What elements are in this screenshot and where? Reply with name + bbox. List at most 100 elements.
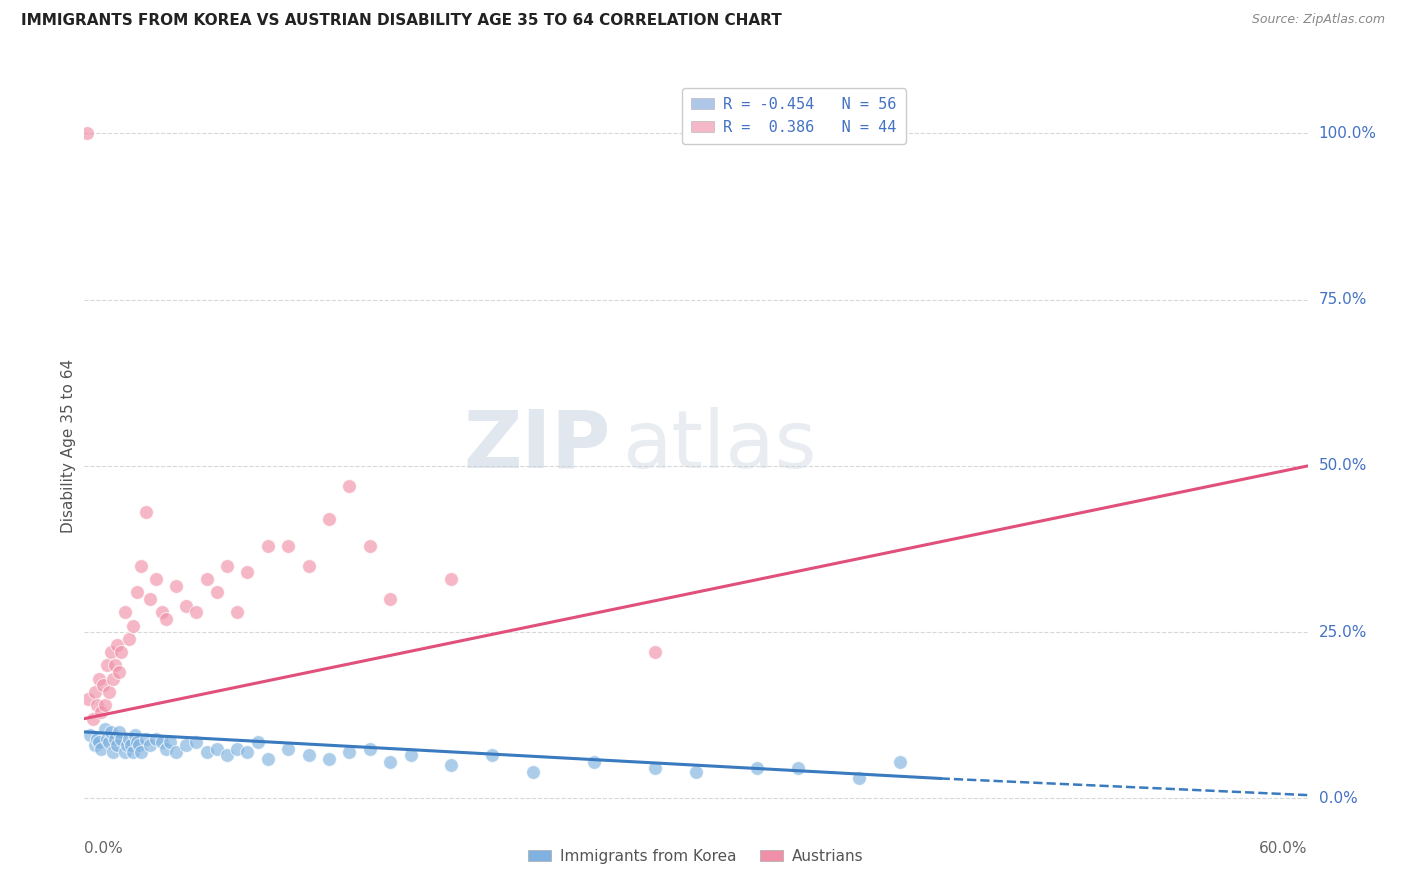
Point bbox=[122, 618, 145, 632]
Point bbox=[97, 735, 120, 749]
Point bbox=[87, 735, 110, 749]
Point bbox=[174, 738, 197, 752]
Point bbox=[114, 745, 136, 759]
Point bbox=[100, 725, 122, 739]
Point bbox=[110, 731, 132, 746]
Point bbox=[522, 764, 544, 779]
Point bbox=[318, 751, 340, 765]
Point bbox=[481, 748, 503, 763]
Point bbox=[339, 745, 360, 759]
Point bbox=[380, 755, 402, 769]
Text: 75.0%: 75.0% bbox=[1319, 293, 1367, 307]
Point bbox=[226, 605, 249, 619]
Point bbox=[76, 127, 98, 141]
Point bbox=[97, 685, 120, 699]
Point bbox=[83, 685, 105, 699]
Point bbox=[138, 591, 160, 606]
Point bbox=[298, 558, 321, 573]
Point bbox=[128, 738, 150, 752]
Point bbox=[359, 539, 381, 553]
Point bbox=[93, 698, 115, 713]
Point bbox=[277, 741, 299, 756]
Point bbox=[86, 698, 108, 713]
Point bbox=[90, 705, 112, 719]
Point bbox=[86, 731, 108, 746]
Point bbox=[108, 665, 131, 679]
Point bbox=[318, 512, 340, 526]
Point bbox=[104, 731, 127, 746]
Point bbox=[79, 728, 101, 742]
Y-axis label: Disability Age 35 to 64: Disability Age 35 to 64 bbox=[60, 359, 76, 533]
Point bbox=[82, 712, 104, 726]
Point bbox=[205, 585, 228, 599]
Point bbox=[101, 672, 124, 686]
Point bbox=[277, 539, 299, 553]
Point bbox=[120, 738, 142, 752]
Point bbox=[77, 691, 100, 706]
Text: 0.0%: 0.0% bbox=[84, 841, 124, 856]
Point bbox=[236, 566, 259, 580]
Point bbox=[145, 731, 167, 746]
Point bbox=[138, 738, 160, 752]
Point bbox=[380, 591, 402, 606]
Point bbox=[110, 645, 132, 659]
Point bbox=[100, 645, 122, 659]
Point bbox=[96, 731, 118, 746]
Point bbox=[155, 741, 177, 756]
Legend: Immigrants from Korea, Austrians: Immigrants from Korea, Austrians bbox=[522, 843, 870, 870]
Point bbox=[131, 745, 153, 759]
Point bbox=[298, 748, 321, 763]
Point bbox=[145, 572, 167, 586]
Point bbox=[87, 672, 110, 686]
Point bbox=[165, 579, 187, 593]
Point bbox=[122, 745, 145, 759]
Point bbox=[195, 572, 218, 586]
Point bbox=[127, 735, 149, 749]
Point bbox=[131, 558, 153, 573]
Point bbox=[257, 751, 280, 765]
Point bbox=[226, 741, 249, 756]
Point bbox=[135, 731, 157, 746]
Text: Source: ZipAtlas.com: Source: ZipAtlas.com bbox=[1251, 13, 1385, 27]
Text: 100.0%: 100.0% bbox=[1319, 126, 1376, 141]
Point bbox=[101, 745, 124, 759]
Point bbox=[114, 605, 136, 619]
Text: 25.0%: 25.0% bbox=[1319, 624, 1367, 640]
Point bbox=[159, 735, 181, 749]
Point bbox=[195, 745, 218, 759]
Point bbox=[685, 764, 707, 779]
Point bbox=[339, 479, 360, 493]
Point bbox=[217, 558, 239, 573]
Point bbox=[186, 735, 208, 749]
Point bbox=[186, 605, 208, 619]
Point bbox=[174, 599, 197, 613]
Point bbox=[257, 539, 280, 553]
Point bbox=[787, 762, 810, 776]
Point bbox=[440, 758, 463, 772]
Point bbox=[104, 658, 127, 673]
Point bbox=[165, 745, 187, 759]
Point bbox=[246, 735, 269, 749]
Text: IMMIGRANTS FROM KOREA VS AUSTRIAN DISABILITY AGE 35 TO 64 CORRELATION CHART: IMMIGRANTS FROM KOREA VS AUSTRIAN DISABI… bbox=[21, 13, 782, 29]
Point bbox=[91, 678, 114, 692]
Point bbox=[124, 728, 146, 742]
Point bbox=[118, 632, 141, 646]
Text: atlas: atlas bbox=[623, 407, 817, 485]
Text: 60.0%: 60.0% bbox=[1260, 841, 1308, 856]
Point bbox=[105, 639, 128, 653]
Point bbox=[127, 585, 149, 599]
Point bbox=[150, 735, 173, 749]
Point bbox=[155, 612, 177, 626]
Text: 50.0%: 50.0% bbox=[1319, 458, 1367, 474]
Point bbox=[135, 506, 157, 520]
Point bbox=[205, 741, 228, 756]
Point bbox=[83, 738, 105, 752]
Point bbox=[399, 748, 422, 763]
Point bbox=[115, 738, 138, 752]
Point bbox=[217, 748, 239, 763]
Text: 0.0%: 0.0% bbox=[1319, 791, 1357, 805]
Point bbox=[150, 605, 173, 619]
Point bbox=[582, 755, 605, 769]
Point bbox=[359, 741, 381, 756]
Point bbox=[440, 572, 463, 586]
